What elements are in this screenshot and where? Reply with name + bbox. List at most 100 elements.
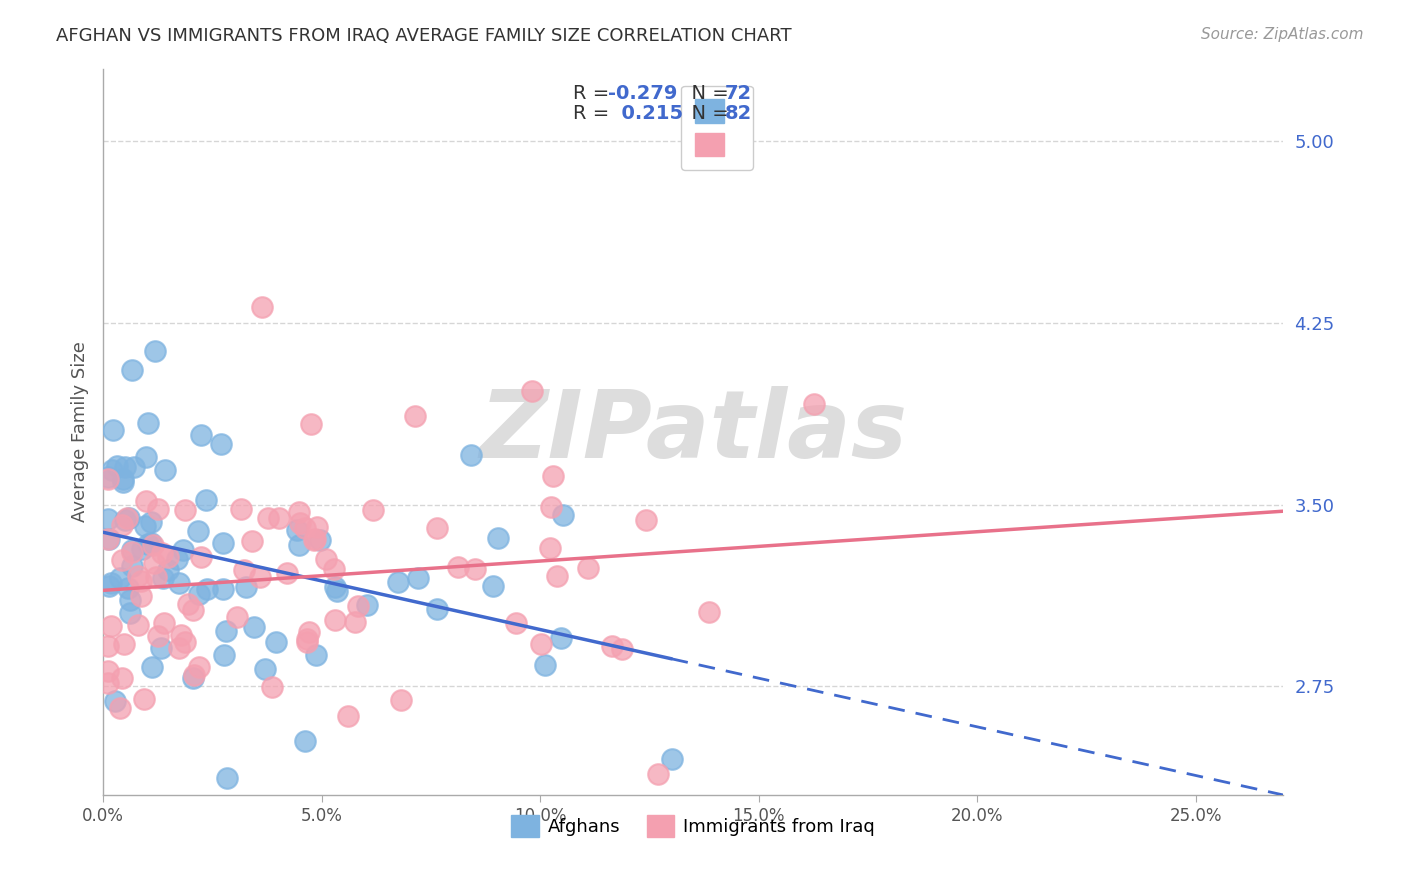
Point [295, 635, 318, 649]
Point [167, 640, 190, 655]
Point [135, 450, 157, 465]
Point [530, 637, 553, 651]
Point [96, 470, 118, 484]
Point [188, 660, 211, 674]
Point [188, 587, 211, 601]
Point [215, 624, 238, 638]
Point [276, 566, 298, 581]
Point [285, 523, 308, 537]
Point [121, 362, 143, 376]
Point [212, 648, 235, 662]
Point [142, 556, 165, 570]
Point [115, 511, 138, 525]
Text: R =: R = [572, 85, 616, 103]
Point [387, 574, 409, 589]
Point [127, 569, 149, 583]
Point [233, 563, 256, 577]
Point [482, 579, 505, 593]
Text: 0.215: 0.215 [609, 104, 683, 123]
Point [252, 300, 274, 314]
Point [288, 505, 311, 519]
Point [112, 637, 135, 651]
Point [389, 693, 412, 707]
Y-axis label: Average Family Size: Average Family Size [72, 342, 89, 523]
Point [803, 397, 825, 411]
Point [169, 628, 191, 642]
Point [194, 493, 217, 508]
Point [195, 582, 218, 597]
Point [97, 512, 120, 526]
Point [426, 602, 449, 616]
Point [326, 583, 349, 598]
Point [143, 344, 166, 359]
Point [249, 570, 271, 584]
Point [150, 546, 173, 560]
Point [181, 671, 204, 685]
Point [101, 463, 124, 477]
Point [295, 632, 318, 646]
Point [190, 550, 212, 565]
Point [546, 568, 568, 582]
Point [576, 561, 599, 575]
Point [187, 524, 209, 538]
Point [118, 593, 141, 607]
Point [522, 384, 544, 398]
Point [118, 511, 141, 525]
Point [264, 635, 287, 649]
Point [262, 680, 284, 694]
Point [298, 625, 321, 640]
Point [304, 648, 326, 662]
Point [156, 550, 179, 565]
Point [114, 460, 136, 475]
Point [288, 538, 311, 552]
Point [173, 635, 195, 649]
Point [98, 532, 121, 546]
Point [131, 589, 153, 603]
Point [181, 603, 204, 617]
Point [240, 533, 263, 548]
Point [134, 518, 156, 533]
Point [406, 571, 429, 585]
Point [540, 541, 562, 555]
Point [156, 563, 179, 577]
Point [100, 576, 122, 591]
Point [534, 658, 557, 673]
Point [337, 709, 360, 723]
Point [118, 606, 141, 620]
Legend: Afghans, Immigrants from Iraq: Afghans, Immigrants from Iraq [505, 808, 883, 845]
Point [190, 428, 212, 442]
Point [174, 503, 197, 517]
Point [121, 545, 143, 559]
Point [209, 436, 232, 450]
Point [299, 417, 322, 431]
Point [243, 620, 266, 634]
Point [127, 618, 149, 632]
Point [105, 459, 128, 474]
Point [97, 533, 120, 547]
Point [404, 409, 426, 423]
Point [211, 536, 233, 550]
Point [111, 552, 134, 566]
Point [302, 533, 325, 547]
Point [121, 543, 143, 558]
Point [131, 542, 153, 557]
Point [610, 641, 633, 656]
Point [323, 580, 346, 594]
Point [146, 629, 169, 643]
Point [235, 581, 257, 595]
Point [447, 560, 470, 574]
Point [647, 767, 669, 781]
Point [98, 579, 121, 593]
Point [121, 558, 143, 573]
Text: R =: R = [572, 104, 616, 123]
Point [212, 582, 235, 597]
Point [176, 597, 198, 611]
Point [290, 516, 312, 530]
Point [129, 574, 152, 588]
Text: 72: 72 [725, 85, 752, 103]
Point [550, 631, 572, 645]
Point [172, 542, 194, 557]
Point [361, 502, 384, 516]
Point [356, 599, 378, 613]
Point [697, 605, 720, 619]
